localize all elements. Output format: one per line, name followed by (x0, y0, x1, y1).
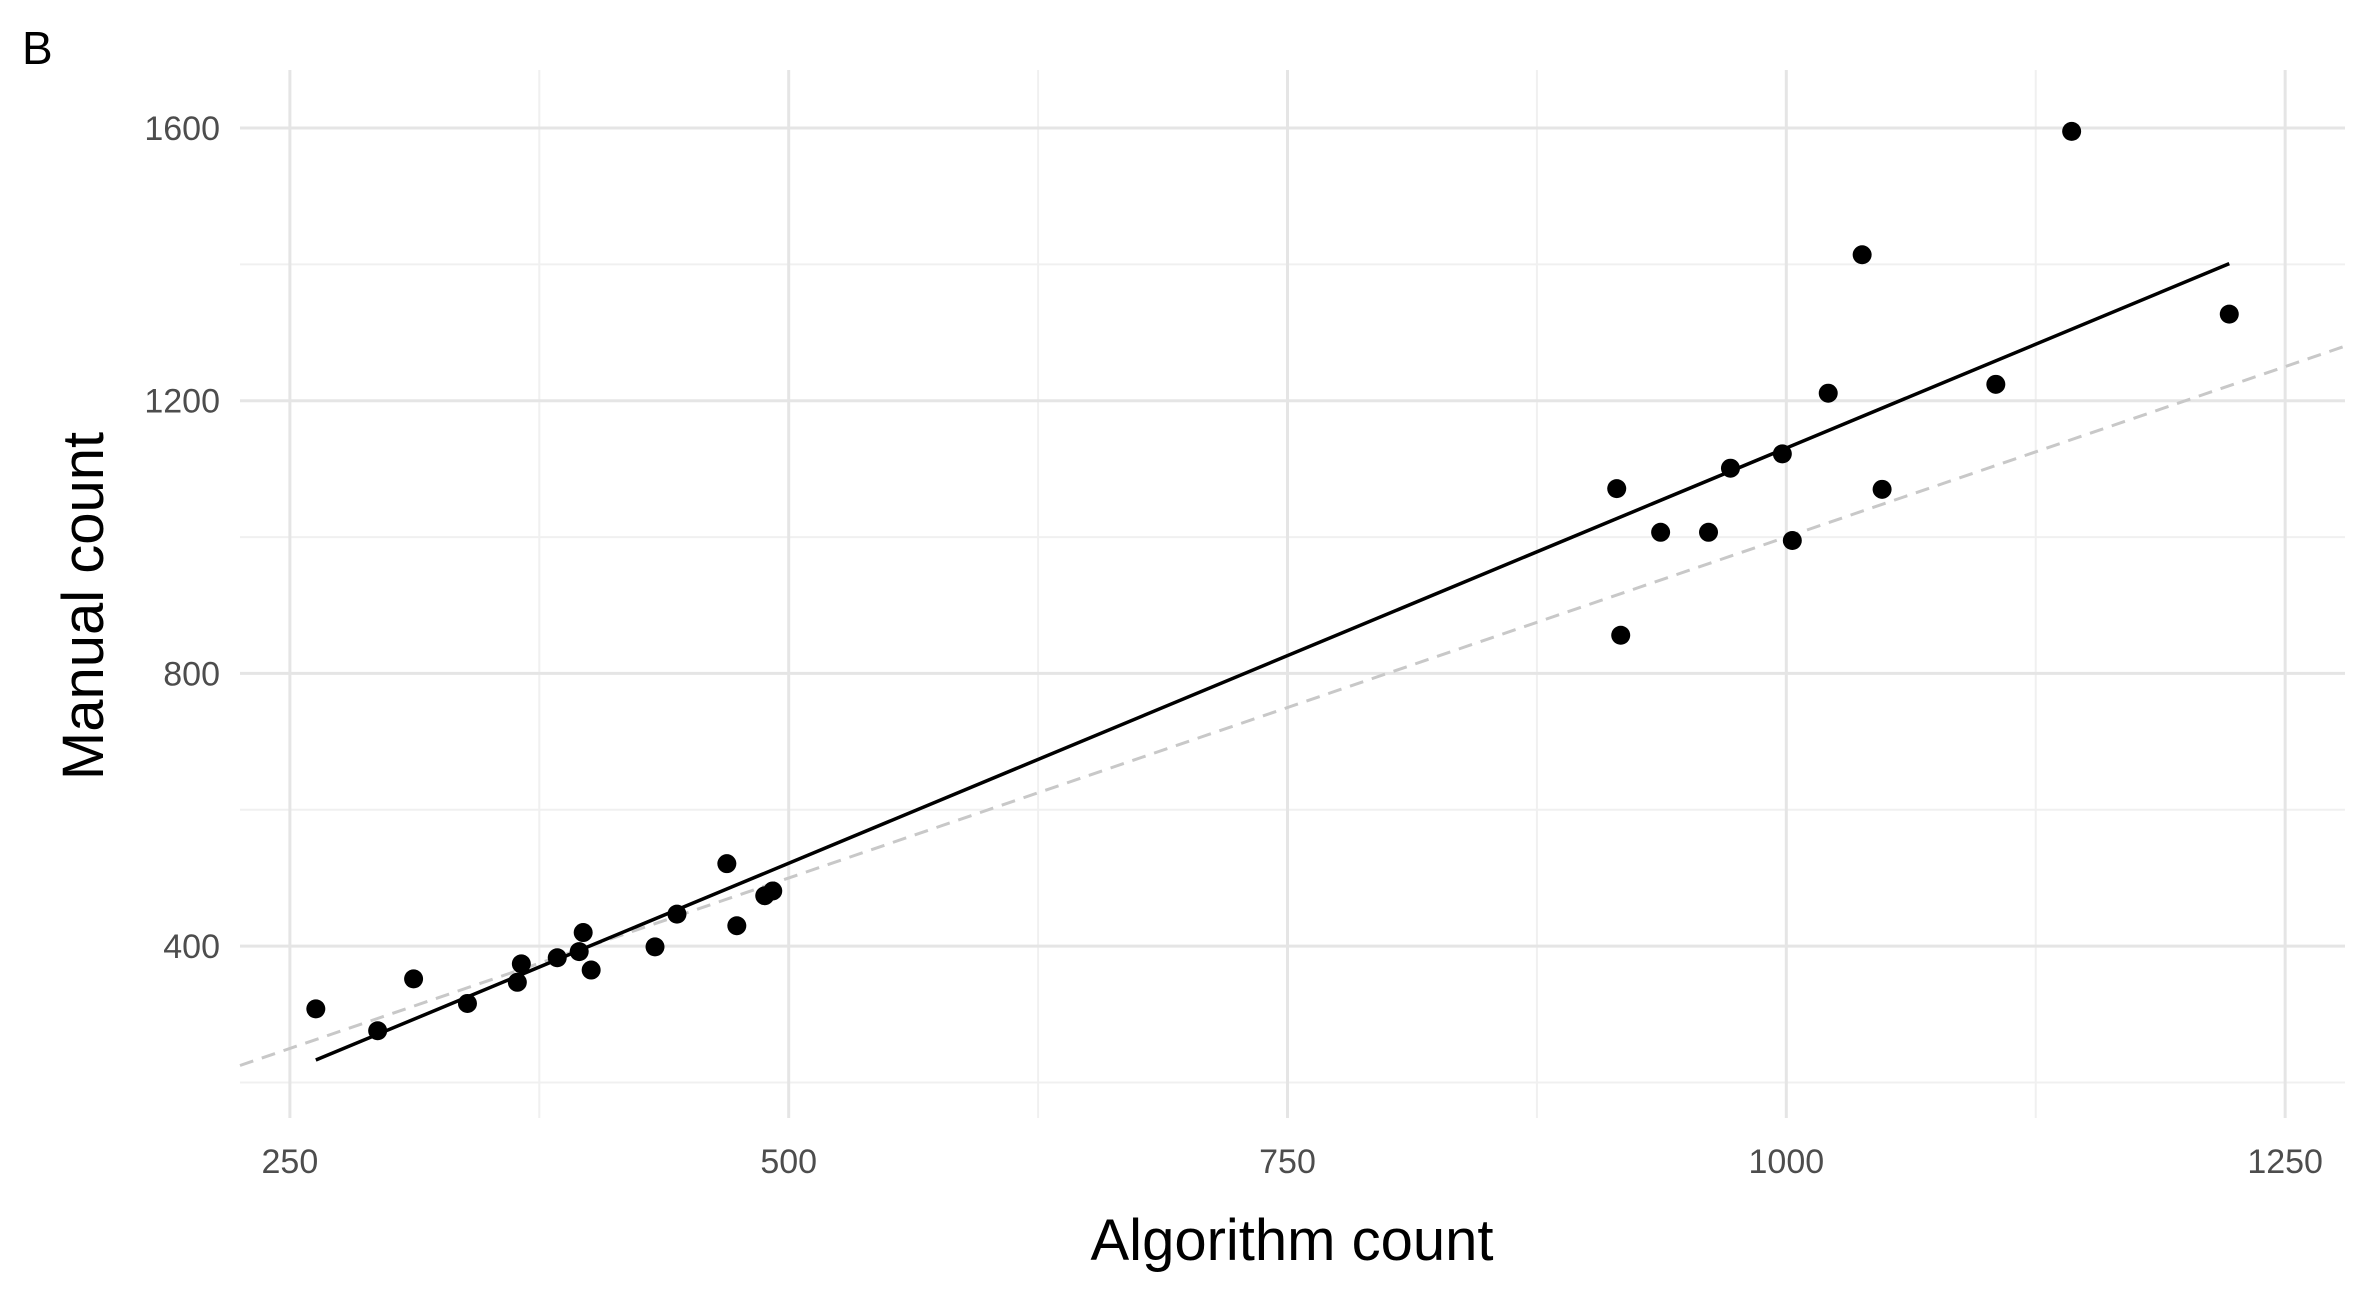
data-point (1772, 444, 1792, 464)
data-point (573, 923, 593, 943)
x-tick-label: 750 (1259, 1143, 1316, 1181)
data-point (667, 904, 687, 924)
data-point (717, 854, 737, 874)
y-tick-label: 1200 (144, 383, 220, 421)
data-point (1651, 522, 1671, 542)
minor-gridlines (240, 70, 2345, 1118)
data-point (1611, 625, 1631, 645)
data-point (306, 999, 326, 1019)
data-point (1872, 479, 1892, 499)
data-point (1782, 530, 1802, 550)
panel-label: B (22, 22, 53, 74)
data-point (511, 954, 531, 974)
x-tick-label: 250 (262, 1143, 319, 1181)
y-tick-label: 1600 (144, 110, 220, 148)
data-point (1818, 383, 1838, 403)
data-point (368, 1021, 388, 1041)
y-tick-label: 400 (163, 928, 220, 966)
data-point (1986, 374, 2006, 394)
data-point (1607, 479, 1627, 499)
data-point (1699, 522, 1719, 542)
data-point (404, 969, 424, 989)
data-point (581, 960, 601, 980)
x-axis-title: Algorithm count (1091, 1208, 1494, 1273)
data-point (547, 948, 567, 968)
data-point (1720, 458, 1740, 478)
data-point (645, 937, 665, 957)
data-point (2062, 121, 2082, 141)
x-tick-label: 500 (760, 1143, 817, 1181)
x-tick-labels: 250 500 750 1000 1250 (262, 1143, 2323, 1181)
y-axis-title: Manual count (51, 432, 116, 780)
data-point (1852, 245, 1872, 265)
data-point (507, 972, 527, 992)
y-tick-label: 800 (163, 655, 220, 693)
data-points (306, 121, 2239, 1041)
data-point (763, 881, 783, 901)
fit-line (315, 262, 2230, 1062)
x-tick-label: 1250 (2247, 1143, 2323, 1181)
x-tick-label: 1000 (1749, 1143, 1825, 1181)
reference-lines (239, 262, 2346, 1067)
data-point (457, 993, 477, 1013)
data-point (727, 916, 747, 936)
data-point (2219, 304, 2239, 324)
data-point (569, 942, 589, 962)
y-tick-labels: 400 800 1200 1600 (144, 110, 220, 966)
